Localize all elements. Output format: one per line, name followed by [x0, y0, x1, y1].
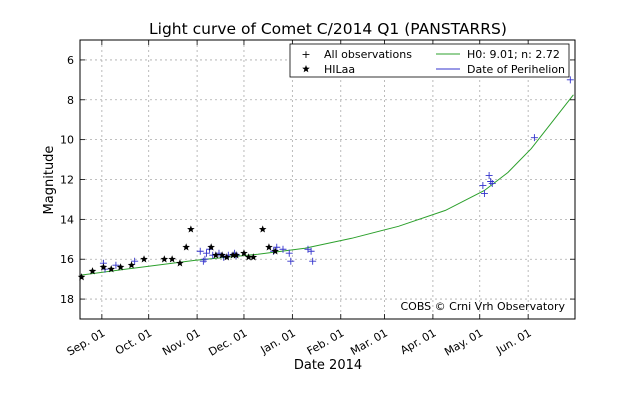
y-tick-label: 12 [60, 174, 74, 187]
y-axis-label: Magnitude [42, 146, 57, 215]
legend: + All observations HILaa H0: 9.01; n: 2.… [289, 43, 570, 78]
hilaa-point [182, 243, 190, 251]
x-tick-label: Jun. 01 [493, 326, 533, 357]
fit-curve-line [79, 94, 574, 276]
y-tick-label: 18 [60, 293, 74, 306]
all-observation-point [309, 257, 317, 265]
hilaa-point [222, 253, 231, 261]
legend-label-perihelion: Date of Perihelion [467, 63, 565, 76]
all-observation-point [479, 181, 487, 189]
y-tick-labels: 6 8 10 12 14 16 18 [60, 54, 74, 306]
legend-marker-hilaa [302, 65, 310, 73]
x-tick-label: May. 01 [442, 326, 485, 358]
hilaa-point [107, 265, 116, 273]
all-observation-point [131, 257, 139, 265]
hilaa-point [271, 247, 279, 255]
x-tick-label: Dec. 01 [206, 326, 249, 358]
hilaa-point [88, 267, 97, 275]
hilaa-point [249, 253, 258, 261]
hilaa-point [160, 255, 169, 263]
legend-label-fit: H0: 9.01; n: 2.72 [467, 48, 560, 61]
hilaa-point [116, 263, 125, 271]
hilaa-point [77, 273, 86, 281]
x-tick-label: Feb. 01 [305, 326, 347, 357]
y-tick-label: 10 [60, 134, 74, 147]
fit-curve-group [79, 94, 574, 276]
legend-label-all: All observations [324, 48, 412, 61]
x-tick-label: Jan. 01 [258, 326, 298, 357]
x-tick-label: Oct. 01 [113, 326, 154, 357]
hilaa-point [218, 251, 226, 259]
hilaa-point [168, 255, 176, 263]
all-observation-point [287, 257, 295, 265]
hilaa-series [77, 225, 279, 281]
y-tick-label: 8 [67, 94, 74, 107]
axis-ticks [80, 40, 575, 319]
hilaa-point [99, 263, 108, 271]
all-observation-point [480, 189, 488, 197]
hilaa-point [240, 249, 248, 257]
plot-area [80, 40, 575, 319]
legend-label-hilaa: HILaa [324, 63, 355, 76]
y-tick-label: 16 [60, 253, 74, 266]
hilaa-point [232, 251, 240, 259]
all-observation-point [485, 172, 493, 180]
all-observation-point [279, 245, 287, 253]
all-observation-point [273, 243, 281, 251]
hilaa-point [265, 243, 273, 251]
all-observation-point [201, 255, 209, 263]
x-axis-label: Date 2014 [294, 358, 362, 373]
y-tick-label: 6 [67, 54, 74, 67]
x-tick-labels: Sep. 01 Oct. 01 Nov. 01 Dec. 01 Jan. 01 Feb. … [65, 326, 534, 358]
legend-box [289, 43, 570, 78]
all-observation-point [112, 261, 120, 269]
all-observation-point [530, 134, 538, 142]
cobs-annotation: COBS © Crni Vrh Observatory [400, 300, 565, 313]
grid [80, 40, 575, 319]
x-tick-label: Mar. 01 [348, 326, 390, 358]
all-observation-point [196, 247, 204, 255]
all-observation-point [307, 247, 315, 255]
hilaa-point [140, 255, 148, 263]
all-observation-point [285, 249, 293, 257]
all-observation-point [488, 179, 496, 187]
chart-title: Light curve of Comet C/2014 Q1 (PANSTARR… [149, 20, 507, 38]
plot-frame [79, 39, 576, 320]
all-observation-point [566, 76, 574, 84]
hilaa-point [244, 253, 253, 261]
hilaa-point [258, 225, 267, 233]
x-tick-label: Apr. 01 [398, 326, 438, 357]
hilaa-point [229, 251, 237, 259]
x-tick-label: Sep. 01 [65, 326, 108, 358]
legend-marker-all: + [301, 48, 310, 61]
hilaa-point [187, 225, 195, 233]
all-observation-point [202, 249, 210, 257]
hilaa-point [176, 259, 184, 267]
x-tick-label: Nov. 01 [160, 326, 203, 358]
hilaa-point [212, 251, 220, 259]
y-tick-label: 14 [60, 213, 74, 226]
hilaa-point [207, 243, 215, 251]
all-observation-point [215, 249, 223, 257]
hilaa-point [127, 261, 136, 269]
